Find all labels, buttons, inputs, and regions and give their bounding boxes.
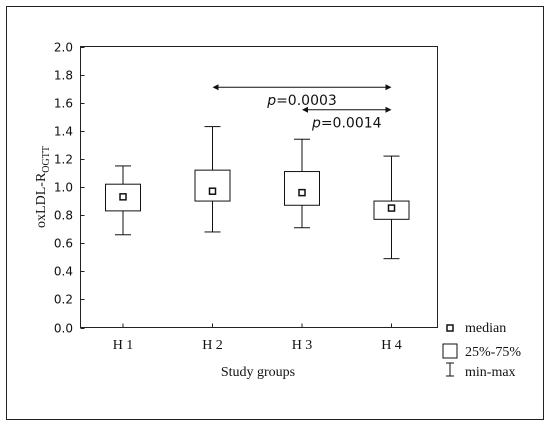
legend-median-marker — [446, 324, 454, 332]
x-tick-label: H 3 — [292, 338, 313, 353]
comparison-arrowhead-right — [385, 84, 392, 91]
iqr-box — [284, 171, 320, 206]
y-tick-label: 0.0 — [54, 322, 73, 336]
x-tick-label: H 1 — [113, 338, 134, 353]
median-marker — [298, 188, 306, 197]
p-symbol: p — [311, 116, 321, 132]
comparison-arrowhead-left — [212, 84, 219, 91]
y-tick-label: 1.0 — [54, 181, 73, 195]
comparison-h3-h4: p=0.0014 — [302, 106, 392, 132]
p-value: =0.0003 — [276, 93, 337, 109]
comparison-arrowhead-right — [385, 106, 392, 113]
y-tick-label: 0.8 — [54, 209, 73, 223]
comparison-p-value: p=0.0014 — [311, 116, 382, 132]
legend: median 25%-75% min-max — [442, 321, 521, 380]
p-symbol: p — [266, 93, 276, 109]
y-tick-label: 0.4 — [54, 265, 73, 279]
median-marker — [208, 187, 217, 195]
legend-whisker-label: min-max — [465, 365, 516, 380]
x-axis-ticks: H 1 H 2 H 3 H 4 — [113, 323, 402, 353]
x-tick-label: H 2 — [202, 338, 223, 353]
x-axis-label: Study groups — [221, 365, 295, 380]
legend-whisker-item: min-max — [446, 362, 516, 380]
median-marker — [119, 193, 127, 201]
y-tick-label: 2.0 — [54, 41, 73, 55]
box-h4 — [373, 155, 410, 260]
p-value: =0.0014 — [321, 116, 382, 132]
y-tick-label: 0.6 — [54, 237, 73, 251]
y-axis-label-subscript: OGTT — [41, 146, 52, 173]
y-tick-label: 1.2 — [54, 153, 73, 167]
comparison-p-value: p=0.0003 — [266, 93, 337, 109]
iqr-box — [194, 169, 231, 202]
legend-median-label: median — [465, 321, 506, 336]
legend-box-marker — [442, 343, 458, 359]
y-tick-label: 1.4 — [54, 125, 73, 139]
x-tick-label: H 4 — [381, 338, 402, 353]
box-h2 — [194, 126, 231, 233]
comparison-h2-h4: p=0.0003 — [212, 84, 392, 109]
svg-text:oxLDL-ROGTT: oxLDL-ROGTT — [34, 146, 52, 228]
box-series — [105, 126, 410, 260]
legend-box-item: 25%-75% — [442, 343, 521, 360]
y-axis-label-main: oxLDL-R — [34, 172, 49, 228]
y-axis-ticks: 0.0 0.2 0.4 0.6 0.8 1.0 1.2 1.4 1.6 1.8 2.0 — [54, 41, 85, 336]
legend-median-item: median — [446, 321, 506, 336]
box-h1 — [105, 165, 141, 236]
comparison-arrowhead-left — [302, 106, 308, 113]
y-tick-label: 0.2 — [54, 293, 73, 307]
legend-box-label: 25%-75% — [465, 345, 521, 360]
box-h3 — [284, 138, 320, 229]
y-axis-label: oxLDL-ROGTT — [34, 146, 52, 228]
y-tick-label: 1.6 — [54, 97, 73, 111]
median-marker — [387, 204, 396, 212]
y-tick-label: 1.8 — [54, 69, 73, 83]
